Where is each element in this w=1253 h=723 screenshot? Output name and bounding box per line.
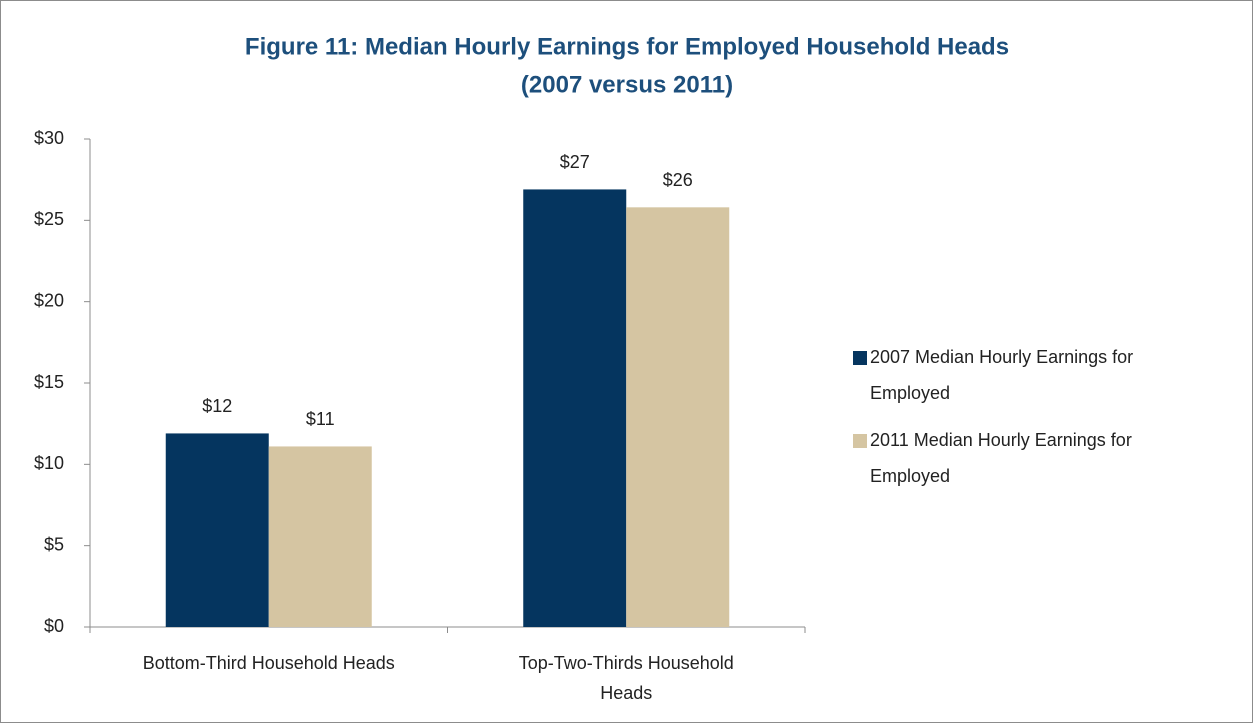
x-tick-label: Bottom-Third Household Heads bbox=[143, 653, 395, 673]
value-label: $26 bbox=[663, 170, 693, 190]
value-label: $12 bbox=[202, 396, 232, 416]
y-tick-label: $5 bbox=[44, 534, 64, 554]
y-tick-label: $20 bbox=[34, 290, 64, 310]
x-tick-label: Top-Two-Thirds Household Heads bbox=[519, 653, 734, 703]
bar bbox=[626, 207, 730, 627]
y-tick-label: $10 bbox=[34, 453, 64, 473]
value-label: $27 bbox=[560, 152, 590, 172]
bar bbox=[268, 446, 372, 627]
y-tick-label: $25 bbox=[34, 209, 64, 229]
legend-swatch bbox=[853, 351, 867, 365]
legend-label: 2007 Median Hourly Earnings for Employed bbox=[870, 347, 1133, 403]
bar bbox=[165, 433, 269, 627]
value-label: $11 bbox=[306, 409, 335, 429]
y-tick-label: $30 bbox=[34, 128, 64, 148]
legend-label: 2011 Median Hourly Earnings for Employed bbox=[870, 430, 1132, 486]
chart-subtitle: (2007 versus 2011) bbox=[521, 71, 733, 98]
y-tick-label: $15 bbox=[34, 372, 64, 392]
bar bbox=[523, 189, 627, 627]
legend-swatch bbox=[853, 434, 867, 448]
y-tick-label: $0 bbox=[44, 616, 64, 636]
chart-title: Figure 11: Median Hourly Earnings for Em… bbox=[245, 33, 1009, 60]
